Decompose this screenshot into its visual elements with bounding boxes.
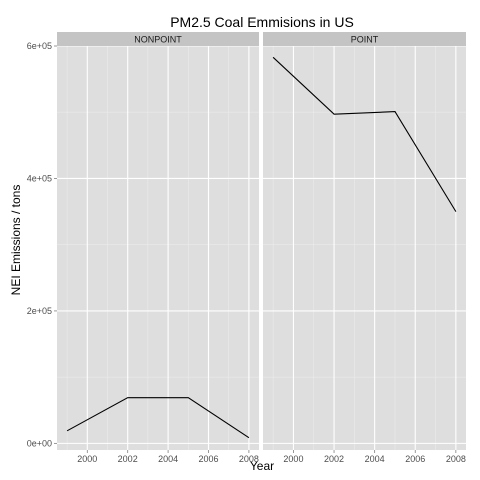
facet-strip-label: NONPOINT [134,35,182,45]
x-tick-label: 2002 [324,454,344,464]
x-tick-label: 2000 [283,454,303,464]
y-axis-title: NEI Emissions / tons [9,185,23,296]
y-axis-ticks: 0e+00 2e+05 4e+05 6e+05 [27,41,57,448]
facet-panel-nonpoint: NONPOINT 2000 2002 2004 2006 2008 [57,32,259,464]
y-tick-label: 2e+05 [27,306,52,316]
x-tick-label: 2006 [198,454,218,464]
x-tick-label: 2004 [365,454,385,464]
x-tick-label: 2004 [158,454,178,464]
x-tick-label: 2002 [118,454,138,464]
facet-panel-point: POINT 2000 2002 2004 2006 2008 [263,32,466,464]
x-tick-label: 2008 [239,454,259,464]
y-tick-label: 6e+05 [27,41,52,51]
facet-strip-label: POINT [351,35,379,45]
facet-panels: NONPOINT 2000 2002 2004 2006 2008 POINT 2000 200… [57,32,466,464]
chart-title: PM2.5 Coal Emmisions in US [170,14,354,30]
x-tick-label: 2000 [77,454,97,464]
x-tick-label: 2006 [405,454,425,464]
y-tick-label: 0e+00 [27,438,52,448]
y-tick-label: 4e+05 [27,173,52,183]
x-tick-label: 2008 [446,454,466,464]
